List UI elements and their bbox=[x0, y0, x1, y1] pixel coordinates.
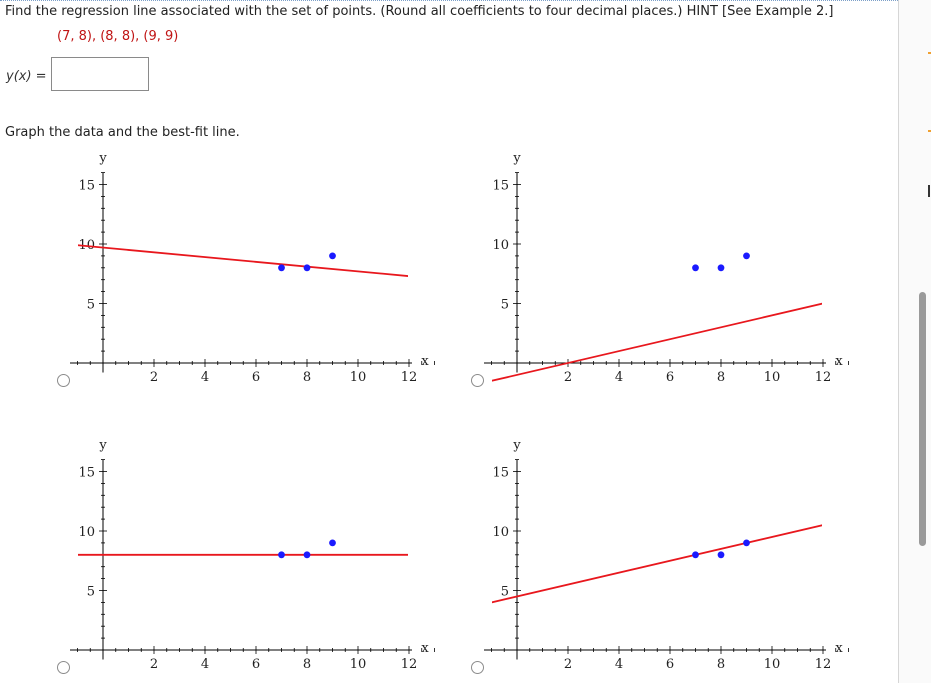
x-tick-label: 4 bbox=[615, 370, 623, 385]
regression-line bbox=[492, 302, 822, 382]
x-tick-label: 4 bbox=[201, 370, 209, 385]
y-tick-label: 5 bbox=[87, 585, 95, 600]
data-point bbox=[278, 264, 285, 272]
x-tick-label: 6 bbox=[666, 657, 674, 672]
option-radio-2[interactable] bbox=[471, 374, 484, 387]
x-axis-label: x bbox=[835, 354, 843, 369]
y-tick-label: 15 bbox=[492, 466, 509, 481]
regression-line bbox=[78, 244, 408, 277]
side-panel bbox=[898, 0, 931, 683]
x-tick-label: 8 bbox=[717, 370, 725, 385]
x-tick-label: 10 bbox=[764, 657, 781, 672]
x-tick-label: 6 bbox=[666, 370, 674, 385]
y-tick-label: 5 bbox=[87, 298, 95, 313]
graph-option-2: 2 4 6 8 10 12 5 10 15 x y bbox=[484, 151, 849, 385]
x-tick-label: 6 bbox=[252, 657, 260, 672]
y-axis-label: y bbox=[512, 438, 521, 453]
regression-line bbox=[492, 524, 822, 604]
x-tick-label: 2 bbox=[564, 370, 572, 385]
x-tick-label: 12 bbox=[815, 657, 832, 672]
data-point bbox=[743, 252, 750, 260]
data-point bbox=[303, 264, 311, 272]
option-radio-1[interactable] bbox=[57, 374, 70, 387]
data-point bbox=[278, 551, 285, 559]
graph-option-3: 2 4 6 8 10 12 5 10 15 x y bbox=[70, 438, 435, 672]
scrollbar-thumb[interactable] bbox=[919, 292, 926, 546]
data-point bbox=[303, 551, 311, 559]
x-axis-label: x bbox=[835, 641, 843, 656]
y-tick-label: 15 bbox=[492, 179, 509, 194]
x-tick-label: 12 bbox=[815, 370, 832, 385]
x-tick-label: 2 bbox=[564, 657, 572, 672]
y-tick-label: 5 bbox=[501, 298, 509, 313]
option-radio-3[interactable] bbox=[57, 661, 70, 674]
y-axis-label: y bbox=[98, 151, 107, 166]
x-tick-label: 2 bbox=[150, 370, 158, 385]
x-tick-label: 10 bbox=[350, 370, 367, 385]
panel-mark bbox=[928, 185, 930, 197]
x-tick-label: 6 bbox=[252, 370, 260, 385]
x-tick-label: 8 bbox=[717, 657, 725, 672]
x-axis-label: x bbox=[421, 354, 429, 369]
points-list: (7, 8), (8, 8), (9, 9) bbox=[57, 29, 179, 44]
x-tick-label: 8 bbox=[303, 657, 311, 672]
data-point bbox=[692, 264, 699, 272]
graph-prompt: Graph the data and the best-fit line. bbox=[5, 125, 240, 140]
answer-input[interactable] bbox=[51, 57, 149, 91]
y-tick-label: 10 bbox=[492, 238, 509, 253]
x-tick-label: 4 bbox=[615, 657, 623, 672]
option-radio-4[interactable] bbox=[471, 661, 484, 674]
y-tick-label: 5 bbox=[501, 585, 509, 600]
data-point bbox=[743, 539, 750, 547]
x-axis-label: x bbox=[421, 641, 429, 656]
y-tick-label: 15 bbox=[78, 179, 95, 194]
x-tick-label: 10 bbox=[350, 657, 367, 672]
x-tick-label: 4 bbox=[201, 657, 209, 672]
top-divider bbox=[0, 0, 898, 2]
y-tick-label: 15 bbox=[78, 466, 95, 481]
x-tick-label: 10 bbox=[764, 370, 781, 385]
y-tick-label: 10 bbox=[78, 525, 95, 540]
data-point bbox=[717, 551, 725, 559]
x-tick-label: 2 bbox=[150, 657, 158, 672]
answer-label: y(x) = bbox=[6, 69, 47, 84]
x-tick-label: 8 bbox=[303, 370, 311, 385]
x-tick-label: 12 bbox=[401, 657, 418, 672]
accent-mark bbox=[928, 52, 931, 54]
y-axis-label: y bbox=[512, 151, 521, 166]
y-axis-label: y bbox=[98, 438, 107, 453]
y-tick-label: 10 bbox=[492, 525, 509, 540]
x-tick-label: 12 bbox=[401, 370, 418, 385]
accent-mark bbox=[928, 130, 931, 132]
data-point bbox=[329, 539, 336, 547]
graph-option-4: 2 4 6 8 10 12 5 10 15 x y bbox=[484, 438, 849, 672]
data-point bbox=[692, 551, 699, 559]
question-text: Find the regression line associated with… bbox=[5, 4, 834, 19]
data-point bbox=[329, 252, 336, 260]
data-point bbox=[717, 264, 725, 272]
